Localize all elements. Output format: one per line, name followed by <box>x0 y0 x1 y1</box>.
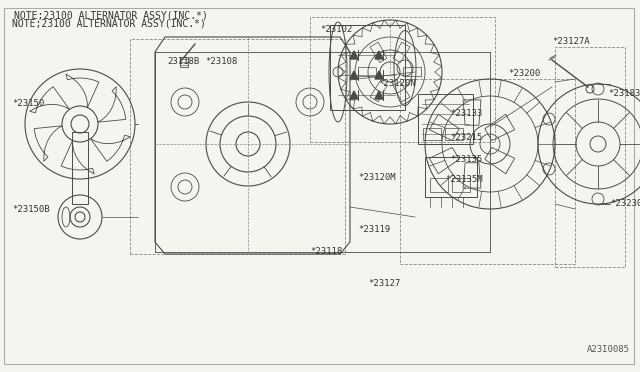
Text: *23150: *23150 <box>12 99 44 109</box>
Text: *23135M: *23135M <box>445 176 483 185</box>
Text: *23127: *23127 <box>368 279 400 289</box>
Text: *23215: *23215 <box>450 132 483 141</box>
Bar <box>330 25 405 110</box>
Polygon shape <box>350 91 358 99</box>
Bar <box>400 79 575 264</box>
Bar <box>430 178 448 192</box>
Bar <box>418 94 473 144</box>
Bar <box>423 128 441 140</box>
Text: 23118B: 23118B <box>167 58 199 67</box>
Bar <box>555 47 625 267</box>
Text: NOTE;23100 ALTERNATOR ASSY(INC.*): NOTE;23100 ALTERNATOR ASSY(INC.*) <box>12 18 206 28</box>
Text: *23120M: *23120M <box>358 173 396 182</box>
Polygon shape <box>350 51 358 59</box>
Text: *23133: *23133 <box>450 109 483 119</box>
Text: *23118: *23118 <box>310 247 342 257</box>
Bar <box>72 132 88 204</box>
Text: *23119: *23119 <box>358 224 390 234</box>
Text: *23102: *23102 <box>320 25 352 33</box>
Bar <box>452 178 470 192</box>
Text: *23108: *23108 <box>205 58 237 67</box>
Text: *23127A: *23127A <box>552 38 589 46</box>
Polygon shape <box>375 51 383 59</box>
Bar <box>180 57 188 67</box>
Text: *23120N: *23120N <box>378 80 415 89</box>
Text: A23I0085: A23I0085 <box>587 345 630 354</box>
Bar <box>130 39 345 254</box>
Text: NOTE;23100 ALTERNATOR ASSY(INC.*): NOTE;23100 ALTERNATOR ASSY(INC.*) <box>14 10 208 20</box>
Polygon shape <box>375 71 383 79</box>
Polygon shape <box>375 91 383 99</box>
Text: *23183: *23183 <box>608 90 640 99</box>
Text: *23150B: *23150B <box>12 205 50 215</box>
Bar <box>445 128 463 140</box>
Text: *23135: *23135 <box>450 155 483 164</box>
Text: *23230: *23230 <box>610 199 640 208</box>
Bar <box>310 17 495 142</box>
Text: *23200: *23200 <box>508 70 540 78</box>
Bar <box>425 157 477 197</box>
Polygon shape <box>350 71 358 79</box>
